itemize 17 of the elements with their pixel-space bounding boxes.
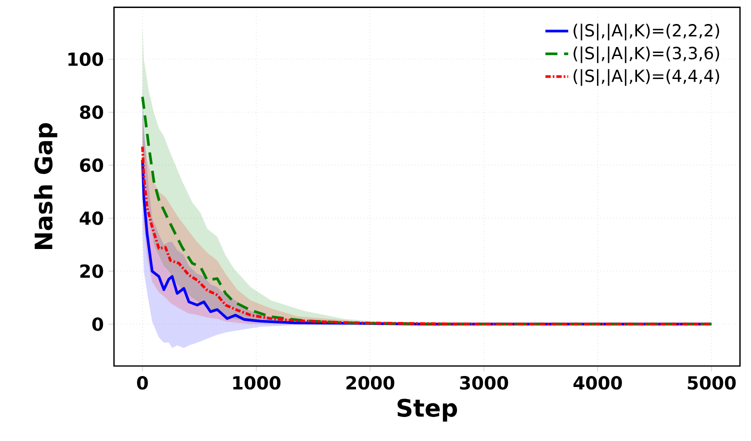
- y-tick-label: 0: [92, 317, 104, 331]
- y-tick-label: 40: [80, 211, 104, 225]
- x-axis-title: Step: [398, 398, 458, 422]
- x-tick-label: 5000: [688, 376, 736, 390]
- x-tick-label: 2000: [346, 376, 394, 390]
- x-tick-label: 0: [137, 376, 148, 390]
- legend-label: (|S|,|A|,K)=(4,4,4): [574, 69, 720, 86]
- y-tick-label: 20: [80, 264, 104, 278]
- y-tick-label: 100: [68, 52, 104, 66]
- y-tick-label: 80: [80, 105, 104, 120]
- x-tick-label: 4000: [573, 376, 622, 390]
- x-tick-label: 1000: [233, 376, 280, 390]
- x-tick-label: 3000: [460, 376, 508, 390]
- y-tick-label: 60: [80, 158, 104, 172]
- y-axis-title: Nash Gap: [34, 123, 58, 249]
- legend-label: (|S|,|A|,K)=(3,3,6): [574, 46, 720, 64]
- legend-label: (|S|,|A|,K)=(2,2,2): [574, 24, 720, 40]
